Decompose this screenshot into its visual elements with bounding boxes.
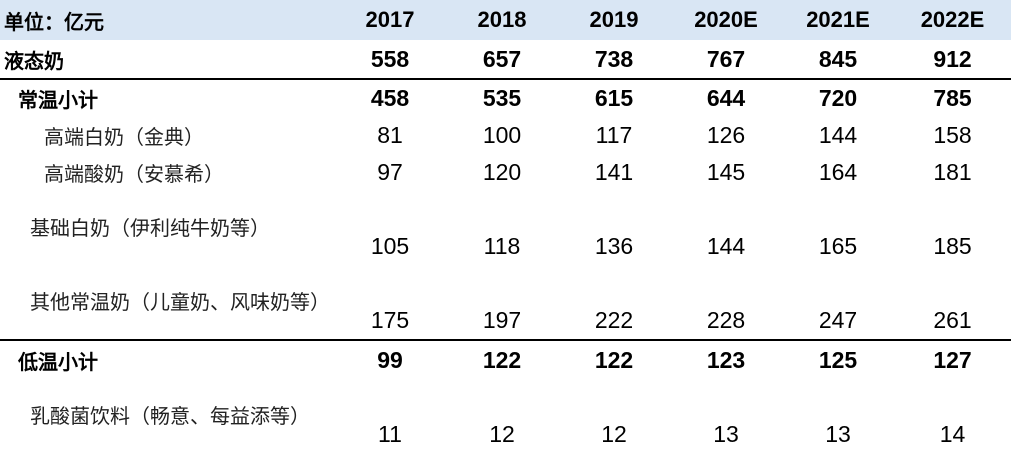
table-cell: 738 (558, 40, 670, 80)
table-cell: 720 (818, 85, 858, 111)
table-row-basic-white: 基础白奶（伊利纯牛奶等） 105 118 136 144 165 185 (0, 191, 1011, 265)
table-cell: 97 (377, 159, 403, 185)
table-cell: 13 (825, 421, 851, 447)
table-cell: 118 (483, 233, 521, 259)
table-cell: 122 (446, 339, 558, 379)
table-cell: 122 (558, 339, 670, 379)
table-cell: 126 (706, 122, 746, 148)
row-label: 高端白奶（金典） (44, 125, 204, 149)
table-cell: 458 (370, 85, 410, 111)
table-row-liquid-milk: 液态奶 558 657 738 767 845 912 (0, 40, 1011, 80)
table-cell: 175 (370, 307, 410, 333)
table-cell: 100 (482, 122, 522, 148)
table-cell: 261 (933, 307, 972, 333)
unit-label: 单位：亿元 (0, 0, 334, 40)
table-cell: 158 (933, 122, 972, 148)
table-cell: 141 (594, 159, 634, 185)
table-cell: 558 (334, 40, 446, 80)
table-cell: 120 (482, 159, 522, 185)
table-cell: 125 (782, 339, 894, 379)
table-cell: 228 (706, 307, 746, 333)
table-cell: 144 (706, 233, 746, 259)
table-cell: 99 (334, 339, 446, 379)
table-cell: 127 (894, 339, 1011, 379)
row-label: 常温小计 (18, 88, 98, 112)
table-cell: 222 (594, 307, 634, 333)
table-cell: 117 (595, 122, 633, 148)
row-label: 高端酸奶（安慕希） (44, 162, 224, 186)
table-cell: 123 (670, 339, 782, 379)
table-row-other-ambient: 其他常温奶（儿童奶、风味奶等） 175 197 222 228 247 261 (0, 265, 1011, 340)
table-cell: 845 (782, 40, 894, 80)
year-header: 2020E (670, 0, 782, 40)
table-cell: 181 (933, 159, 972, 185)
year-header: 2019 (558, 0, 670, 40)
table-cell: 785 (933, 85, 972, 111)
table-cell: 144 (818, 122, 858, 148)
header-row: 单位：亿元 2017 2018 2019 2020E 2021E 2022E (0, 0, 1011, 40)
table-cell: 164 (818, 159, 858, 185)
table-cell: 644 (706, 85, 746, 111)
table-cell: 105 (370, 233, 410, 259)
year-header: 2021E (782, 0, 894, 40)
year-header: 2018 (446, 0, 558, 40)
row-label: 其他常温奶（儿童奶、风味奶等） (30, 289, 330, 314)
table-cell: 615 (594, 85, 634, 111)
table-cell: 657 (446, 40, 558, 80)
table-cell: 14 (939, 421, 966, 447)
table-cell: 145 (706, 159, 746, 185)
row-label: 低温小计 (0, 339, 334, 379)
table-row-premium-white: 高端白奶（金典） 81 100 117 126 144 158 (0, 117, 1011, 154)
table-row-lactic-drinks: 乳酸菌饮料（畅意、每益添等） 11 12 12 13 13 14 (0, 379, 1011, 453)
table-cell: 767 (670, 40, 782, 80)
table-cell: 12 (489, 421, 515, 447)
table-cell: 11 (378, 421, 402, 447)
table-cell: 81 (377, 122, 403, 148)
table-cell: 185 (933, 233, 972, 259)
table-row-ambient-subtotal: 常温小计 458 535 615 644 720 785 (0, 79, 1011, 117)
table-cell: 535 (482, 85, 522, 111)
year-header: 2017 (334, 0, 446, 40)
table-cell: 13 (713, 421, 739, 447)
row-label: 基础白奶（伊利纯牛奶等） (30, 215, 270, 240)
table-cell: 247 (818, 307, 858, 333)
table-cell: 912 (894, 40, 1011, 80)
table-cell: 12 (601, 421, 627, 447)
table-cell: 197 (482, 307, 522, 333)
row-label: 液态奶 (0, 40, 334, 80)
table-row-premium-yogurt: 高端酸奶（安慕希） 97 120 141 145 164 181 (0, 154, 1011, 191)
table-cell: 136 (594, 233, 634, 259)
year-header: 2022E (894, 0, 1011, 40)
table-row-chilled-subtotal: 低温小计 99 122 122 123 125 127 (0, 339, 1011, 379)
table-cell: 165 (818, 233, 858, 259)
row-label: 乳酸菌饮料（畅意、每益添等） (30, 403, 310, 428)
